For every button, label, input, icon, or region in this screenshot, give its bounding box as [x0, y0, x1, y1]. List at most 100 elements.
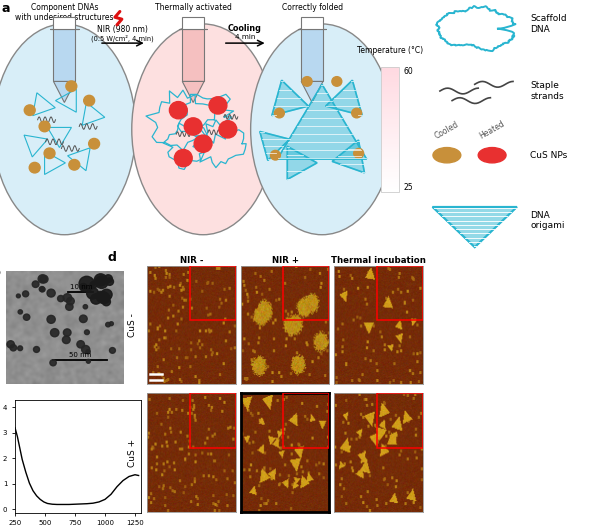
Bar — [382, 189, 399, 191]
Circle shape — [82, 346, 90, 353]
Text: 4 min: 4 min — [235, 34, 255, 41]
Circle shape — [10, 345, 17, 351]
Circle shape — [40, 275, 48, 283]
Bar — [382, 152, 399, 154]
Circle shape — [65, 303, 73, 310]
Bar — [190, 266, 236, 320]
Bar — [382, 132, 399, 134]
Text: NIR (980 nm): NIR (980 nm) — [97, 25, 148, 34]
Polygon shape — [53, 29, 75, 82]
Bar — [382, 75, 399, 77]
Bar — [382, 142, 399, 144]
Polygon shape — [260, 132, 290, 160]
Circle shape — [23, 291, 29, 297]
Text: 25: 25 — [403, 183, 413, 191]
Circle shape — [47, 316, 55, 323]
Circle shape — [95, 292, 103, 299]
Circle shape — [62, 336, 70, 343]
Circle shape — [98, 292, 110, 304]
Circle shape — [58, 296, 64, 302]
Bar — [382, 89, 399, 92]
Circle shape — [353, 148, 364, 158]
Bar — [382, 159, 399, 161]
Polygon shape — [301, 29, 323, 82]
Bar — [190, 393, 236, 448]
Bar — [382, 69, 399, 72]
Circle shape — [104, 275, 112, 282]
Circle shape — [109, 348, 115, 353]
Bar — [382, 112, 399, 114]
Bar — [382, 99, 399, 102]
Bar — [382, 124, 399, 127]
Bar — [382, 92, 399, 95]
Text: (0.5 W/cm², 4 min): (0.5 W/cm², 4 min) — [91, 34, 154, 42]
Text: d: d — [107, 251, 116, 265]
Bar — [382, 161, 399, 164]
Circle shape — [219, 120, 237, 138]
Bar — [382, 117, 399, 119]
Circle shape — [18, 310, 22, 314]
Circle shape — [16, 294, 20, 298]
Text: Correctly folded: Correctly folded — [281, 3, 343, 12]
Text: CuS +: CuS + — [128, 439, 137, 467]
Bar — [382, 137, 399, 139]
Circle shape — [97, 291, 109, 303]
Text: CuS NPs: CuS NPs — [530, 151, 568, 160]
Circle shape — [7, 341, 14, 348]
Bar — [382, 95, 399, 97]
Circle shape — [94, 274, 107, 286]
Circle shape — [79, 315, 87, 322]
Ellipse shape — [0, 24, 136, 235]
Bar — [382, 77, 399, 79]
Title: Thermal incubation: Thermal incubation — [331, 256, 426, 265]
Bar — [382, 179, 399, 181]
Circle shape — [332, 77, 342, 86]
Bar — [382, 167, 399, 169]
Polygon shape — [433, 207, 517, 247]
Circle shape — [352, 108, 362, 118]
Polygon shape — [301, 82, 323, 103]
Text: Staple
strands: Staple strands — [530, 82, 564, 100]
Bar — [382, 102, 399, 105]
Polygon shape — [332, 140, 364, 173]
Circle shape — [50, 360, 56, 366]
Polygon shape — [298, 17, 326, 29]
Bar — [382, 87, 399, 89]
Title: NIR +: NIR + — [271, 256, 299, 265]
Circle shape — [91, 294, 101, 304]
Circle shape — [83, 305, 88, 309]
Circle shape — [478, 147, 506, 163]
Circle shape — [64, 329, 71, 336]
Circle shape — [97, 294, 105, 301]
Bar — [382, 82, 399, 85]
Circle shape — [271, 150, 280, 160]
Text: 10 nm: 10 nm — [70, 284, 92, 290]
Bar — [382, 157, 399, 159]
Circle shape — [209, 97, 227, 114]
Text: Heated: Heated — [478, 119, 506, 141]
Polygon shape — [277, 84, 367, 159]
Circle shape — [302, 77, 312, 86]
Circle shape — [29, 163, 40, 173]
Bar — [382, 105, 399, 107]
Bar — [382, 107, 399, 109]
Bar — [382, 85, 399, 87]
Circle shape — [80, 284, 87, 291]
Title: NIR -: NIR - — [179, 256, 203, 265]
Circle shape — [24, 105, 35, 115]
Circle shape — [106, 278, 113, 286]
Text: Temperature (°C): Temperature (°C) — [357, 46, 424, 55]
Bar — [382, 134, 399, 137]
Bar — [382, 72, 399, 75]
Circle shape — [79, 276, 94, 291]
Text: Cooling: Cooling — [228, 24, 262, 33]
Circle shape — [184, 118, 202, 135]
Bar — [382, 154, 399, 157]
Circle shape — [101, 289, 112, 300]
Bar — [382, 184, 399, 187]
Text: 60: 60 — [403, 67, 413, 76]
Circle shape — [169, 102, 187, 119]
Text: a: a — [2, 2, 10, 15]
Bar — [382, 109, 399, 112]
Bar — [382, 79, 399, 82]
